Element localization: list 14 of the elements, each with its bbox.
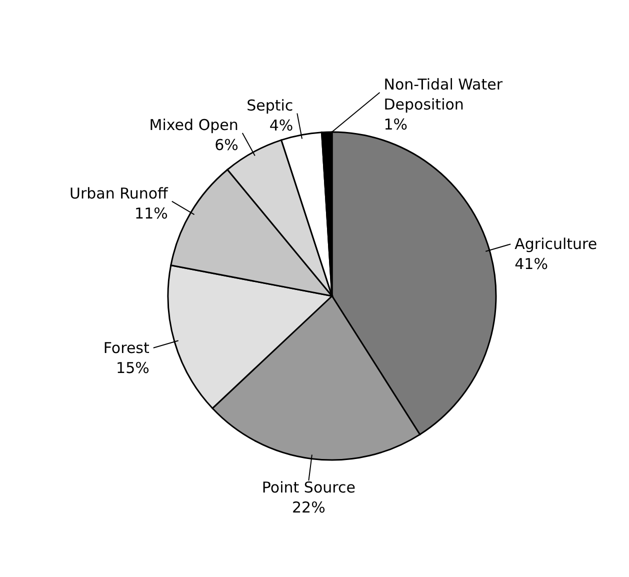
- data-label: 41%: [514, 255, 548, 274]
- data-label: 15%: [116, 358, 150, 377]
- data-label: 6%: [214, 136, 238, 154]
- slice-label: Agriculture: [514, 235, 598, 254]
- slice-label: Point Source: [262, 478, 356, 497]
- slice-label: Mixed Open: [149, 116, 238, 134]
- data-label: 22%: [292, 498, 326, 517]
- slice-label: Forest: [103, 338, 150, 357]
- slice-label: Non-Tidal Water Deposition: [384, 76, 504, 114]
- data-label: 1%: [384, 116, 408, 134]
- slice-label: Septic: [246, 96, 294, 114]
- slice-label: Urban Runoff: [69, 184, 169, 202]
- data-label: 11%: [134, 204, 168, 222]
- data-label: 4%: [269, 116, 294, 134]
